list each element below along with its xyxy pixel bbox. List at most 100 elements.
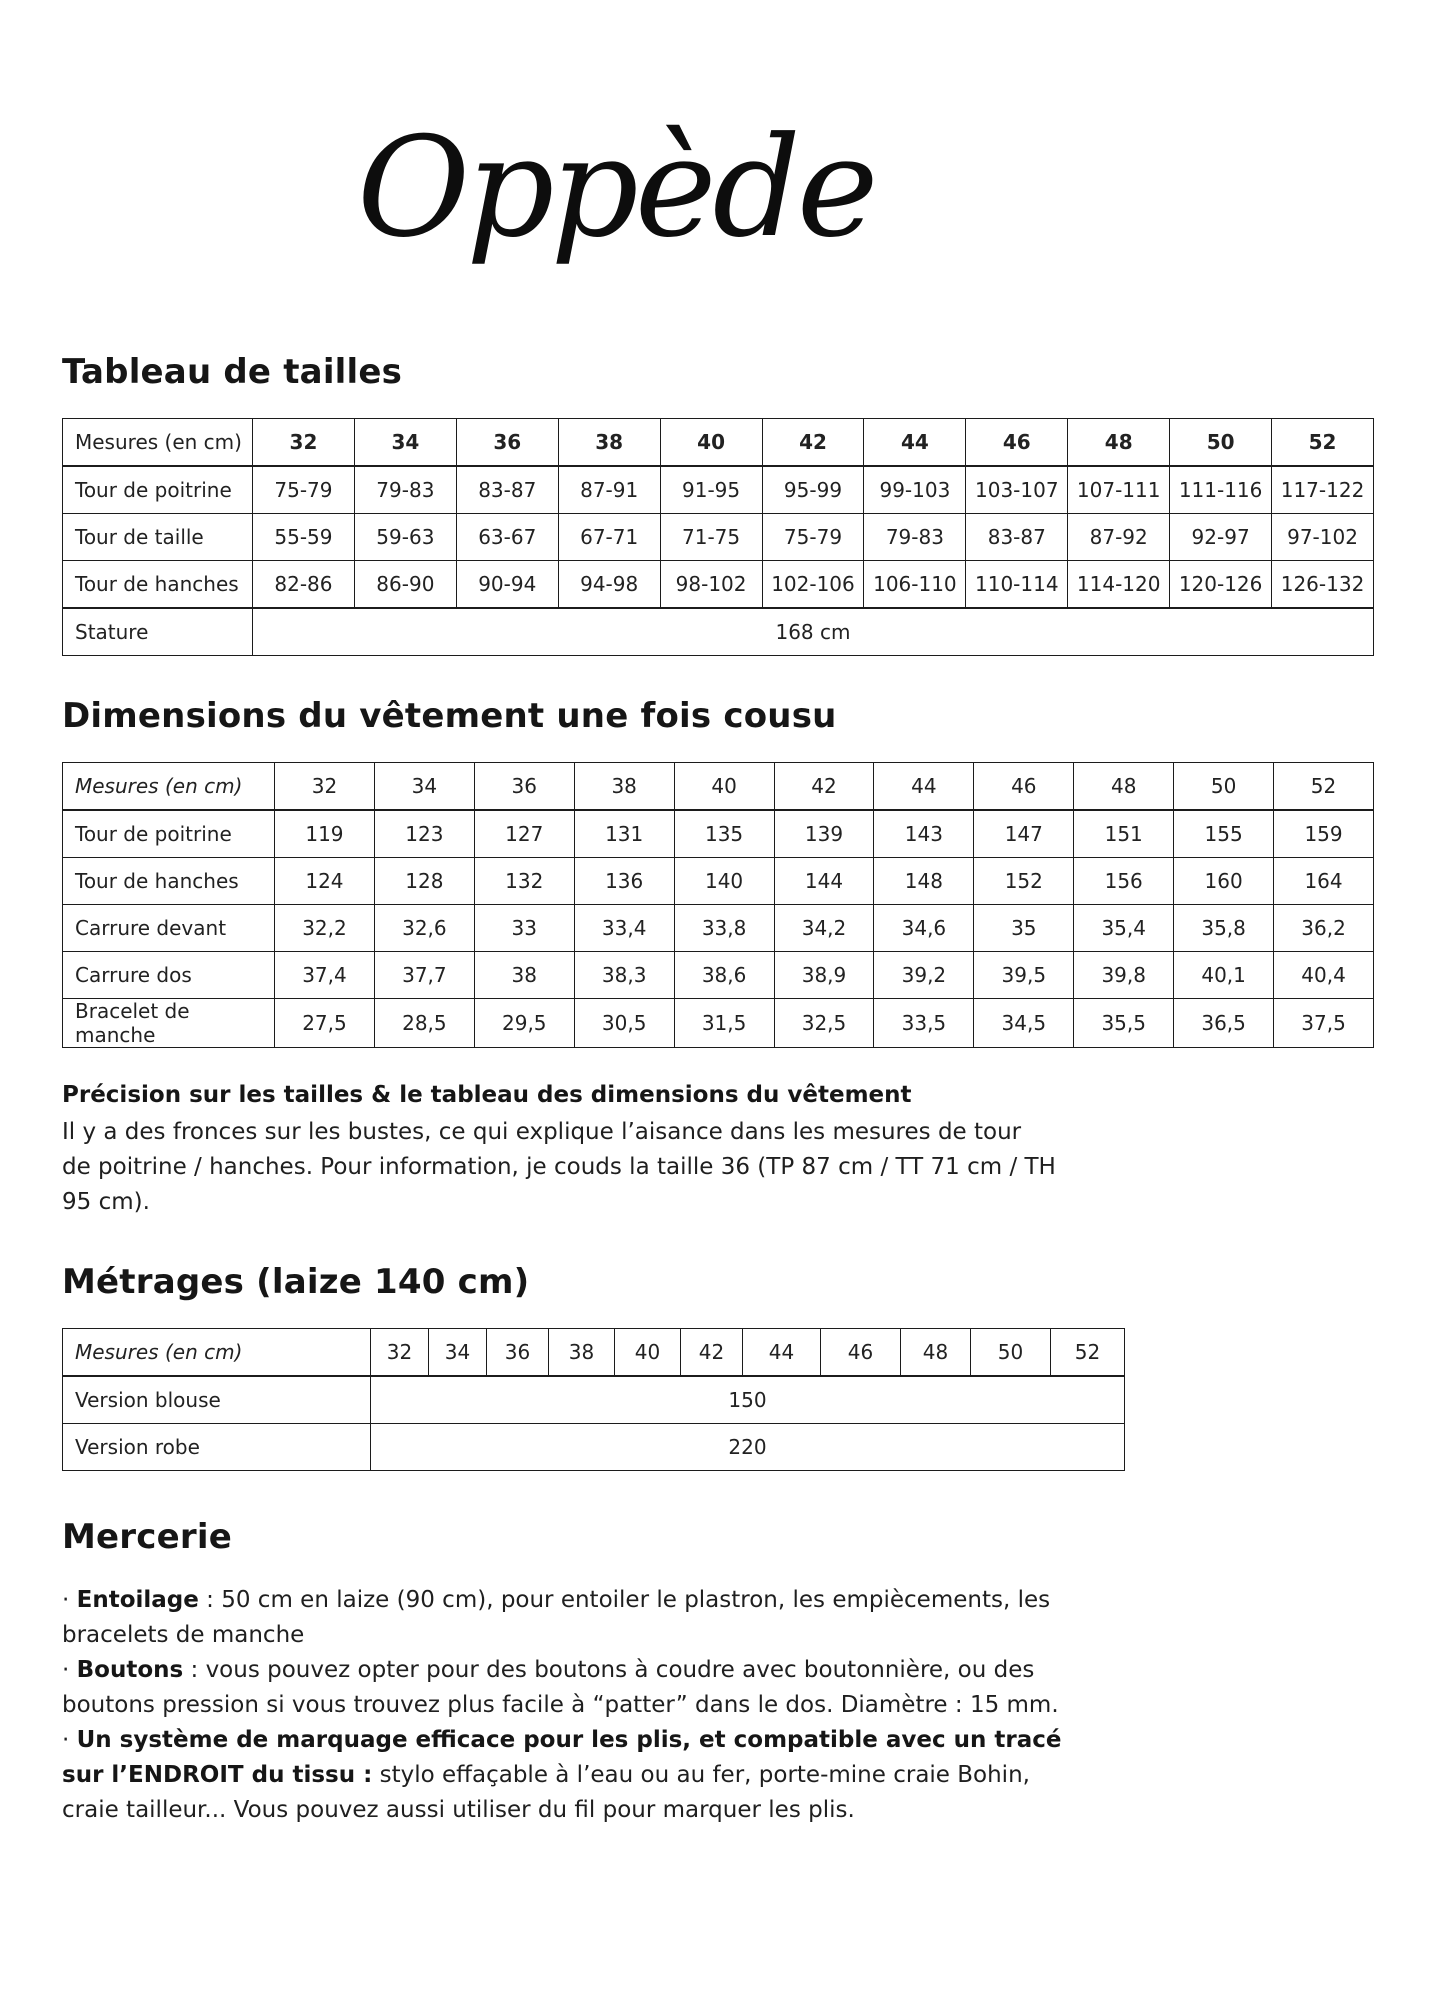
- measurement-value: 102-106: [761, 560, 865, 609]
- measurement-value: 131: [573, 809, 675, 858]
- row-label: Bracelet de manche: [62, 998, 275, 1048]
- row-label: Tour de taille: [62, 513, 253, 561]
- size-column-header: 42: [773, 762, 875, 811]
- measurement-value: 127: [473, 809, 575, 858]
- size-column-header: 46: [965, 418, 1069, 467]
- measurement-value: 75-79: [252, 465, 355, 514]
- stature-row: Stature 168 cm: [62, 607, 1374, 656]
- measurement-value: 143: [873, 809, 975, 858]
- size-column-header: 50: [970, 1328, 1051, 1377]
- measurement-value: 28,5: [373, 998, 475, 1048]
- measurement-value: 31,5: [673, 998, 775, 1048]
- measurement-value: 99-103: [863, 465, 967, 514]
- measurement-value: 75-79: [761, 513, 865, 561]
- measurement-value: 135: [673, 809, 775, 858]
- measurement-value: 140: [673, 857, 775, 905]
- measurement-value: 144: [773, 857, 875, 905]
- measurement-value: 79-83: [353, 465, 457, 514]
- measurement-value: 38,9: [773, 951, 875, 999]
- measurement-value: 67-71: [557, 513, 661, 561]
- size-column-header: 46: [820, 1328, 901, 1377]
- size-column-header: 48: [1067, 418, 1171, 467]
- measurement-value: 39,8: [1073, 951, 1175, 999]
- measurement-value: 94-98: [557, 560, 661, 609]
- section-title-yardage: Métrages (laize 140 cm): [62, 1262, 530, 1302]
- size-column-header: 52: [1271, 418, 1374, 467]
- garment-dimensions-table: Mesures (en cm) 32 34 36 38 40 42 44 46 48 50 52 T…: [62, 762, 1374, 1048]
- measurement-row: Tour de poitrine 119 123 127 131 135 139 143 147…: [62, 809, 1374, 858]
- measures-header-cell: Mesures (en cm): [62, 762, 275, 811]
- measurement-value: 87-91: [557, 465, 661, 514]
- measurement-value: 33: [473, 904, 575, 952]
- measurement-value: 30,5: [573, 998, 675, 1048]
- yardage-value: 220: [370, 1423, 1125, 1471]
- measurement-value: 37,5: [1273, 998, 1374, 1048]
- measurement-value: 32,6: [373, 904, 475, 952]
- size-column-header: 50: [1173, 762, 1275, 811]
- measurement-value: 92-97: [1169, 513, 1273, 561]
- size-column-header: 52: [1050, 1328, 1125, 1377]
- measurement-value: 87-92: [1067, 513, 1171, 561]
- version-robe-row: Version robe 220: [62, 1423, 1125, 1471]
- row-label: Carrure dos: [62, 951, 275, 999]
- version-blouse-row: Version blouse 150: [62, 1375, 1125, 1424]
- measurement-value: 114-120: [1067, 560, 1171, 609]
- measurement-value: 35,4: [1073, 904, 1175, 952]
- measurement-value: 123: [373, 809, 475, 858]
- measurement-value: 33,8: [673, 904, 775, 952]
- measurement-value: 36,2: [1273, 904, 1374, 952]
- size-column-header: 32: [252, 418, 355, 467]
- measurement-value: 120-126: [1169, 560, 1273, 609]
- measurement-value: 139: [773, 809, 875, 858]
- size-column-header: 42: [680, 1328, 743, 1377]
- measurement-value: 95-99: [761, 465, 865, 514]
- measurement-value: 40,1: [1173, 951, 1275, 999]
- size-column-header: 38: [548, 1328, 615, 1377]
- measurement-value: 29,5: [473, 998, 575, 1048]
- measurement-row: Carrure dos 37,4 37,7 38 38,3 38,6 38,9 39,2 39,…: [62, 951, 1374, 999]
- size-column-header: 40: [614, 1328, 681, 1377]
- measurement-value: 98-102: [659, 560, 763, 609]
- measurement-value: 83-87: [455, 465, 559, 514]
- yardage-table-header-row: Mesures (en cm) 32 34 36 38 40 42 44 46 48 50 52: [62, 1328, 1125, 1377]
- row-label: Version blouse: [62, 1375, 371, 1424]
- notions-list: · Entoilage : 50 cm en laize (90 cm), po…: [62, 1583, 1378, 1828]
- measurement-value: 83-87: [965, 513, 1069, 561]
- row-label: Version robe: [62, 1423, 371, 1471]
- garment-table-header-row: Mesures (en cm) 32 34 36 38 40 42 44 46 48 50 52: [62, 762, 1374, 811]
- size-chart-header-row: Mesures (en cm) 32 34 36 38 40 42 44 46 48 50 52: [62, 418, 1374, 467]
- measurement-value: 110-114: [965, 560, 1069, 609]
- measurement-value: 151: [1073, 809, 1175, 858]
- measurement-value: 106-110: [863, 560, 967, 609]
- size-column-header: 46: [973, 762, 1075, 811]
- measurement-value: 86-90: [353, 560, 457, 609]
- measurement-value: 147: [973, 809, 1075, 858]
- measures-header-cell: Mesures (en cm): [62, 418, 253, 467]
- measurement-value: 132: [473, 857, 575, 905]
- measurement-value: 82-86: [252, 560, 355, 609]
- size-column-header: 34: [353, 418, 457, 467]
- measurement-value: 160: [1173, 857, 1275, 905]
- measurement-row: Tour de poitrine 75-79 79-83 83-87 87-91 91-9…: [62, 465, 1374, 514]
- measurement-value: 32,2: [274, 904, 375, 952]
- measurement-value: 55-59: [252, 513, 355, 561]
- measurement-value: 90-94: [455, 560, 559, 609]
- measurement-value: 39,5: [973, 951, 1075, 999]
- measurement-value: 124: [274, 857, 375, 905]
- notion-item-marquage: · Un système de marquage efficace pour l…: [62, 1727, 1062, 1823]
- measurement-value: 38,6: [673, 951, 775, 999]
- size-column-header: 40: [673, 762, 775, 811]
- bullet-glyph: ·: [62, 1657, 70, 1683]
- row-label: Tour de poitrine: [62, 809, 275, 858]
- stature-value: 168 cm: [252, 607, 1374, 656]
- measurement-row: Tour de hanches 124 128 132 136 140 144 148 152 1…: [62, 857, 1374, 905]
- measurement-value: 128: [373, 857, 475, 905]
- notion-item-boutons: · Boutons : vous pouvez opter pour des b…: [62, 1657, 1059, 1718]
- measurement-value: 91-95: [659, 465, 763, 514]
- size-column-header: 34: [373, 762, 475, 811]
- size-column-header: 40: [659, 418, 763, 467]
- measurement-value: 155: [1173, 809, 1275, 858]
- row-label: Tour de poitrine: [62, 465, 253, 514]
- measures-header-cell: Mesures (en cm): [62, 1328, 371, 1377]
- bullet-glyph: ·: [62, 1587, 70, 1613]
